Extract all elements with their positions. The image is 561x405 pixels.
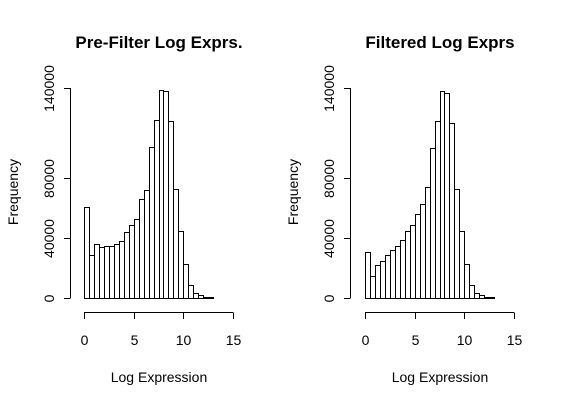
histogram-bar [188, 285, 194, 299]
histogram-bar [163, 91, 169, 299]
bars [365, 91, 495, 299]
x-tick-label: 15 [507, 332, 523, 348]
histogram-bar [154, 120, 160, 299]
histogram-bar [469, 285, 475, 299]
histogram-bar [400, 240, 406, 299]
histogram-bar [375, 265, 381, 299]
histogram-bar [119, 241, 125, 299]
x-tick-label: 10 [457, 332, 473, 348]
chart-title: Filtered Log Exprs [365, 33, 514, 52]
x-tick-label: 0 [362, 332, 370, 348]
y-tick-label: 80000 [41, 159, 57, 198]
y-tick-label: 140000 [321, 65, 337, 112]
histogram-bar [89, 255, 95, 299]
histogram-bar [203, 297, 209, 299]
x-axis-label: Log Expression [111, 369, 208, 385]
histogram-bar [99, 247, 105, 299]
y-tick-label: 40000 [321, 219, 337, 258]
histogram-bar [134, 219, 140, 299]
histogram-bar [454, 189, 460, 299]
histogram-pre-filter: Pre-Filter Log Exprs. Log Expression Fre… [5, 33, 243, 385]
y-axis-label: Frequency [5, 159, 21, 225]
axes: 0 5 10 15 0 40000 80000 140000 [41, 65, 241, 348]
histogram-bar [124, 232, 130, 299]
y-tick-label: 0 [321, 294, 337, 302]
histogram-bar [390, 250, 396, 299]
histogram-bar [415, 214, 421, 299]
histogram-bar [129, 225, 135, 299]
x-tick-label: 10 [176, 332, 192, 348]
histogram-bar [474, 293, 480, 299]
histogram-bar [193, 293, 199, 299]
histogram-bar [84, 207, 90, 299]
histogram-bar [405, 231, 411, 299]
histogram-bar [385, 255, 391, 299]
histogram-bar [144, 190, 150, 299]
histogram-bar [173, 189, 179, 299]
x-axis-label: Log Expression [392, 369, 489, 385]
histogram-bar [183, 264, 189, 299]
y-axis-label: Frequency [285, 159, 301, 225]
chart-title: Pre-Filter Log Exprs. [75, 33, 242, 52]
histogram-bar [370, 276, 376, 299]
histogram-bar [435, 121, 441, 299]
histogram-filtered: Filtered Log Exprs Log Expression Freque… [285, 33, 522, 385]
histogram-bar [149, 147, 155, 299]
histogram-bar [168, 121, 174, 299]
histogram-bar [178, 231, 184, 299]
histogram-bar [464, 264, 470, 299]
histogram-bar [94, 244, 100, 299]
histogram-bar [479, 295, 485, 299]
histogram-bar [159, 90, 164, 299]
histogram-bar [489, 297, 495, 299]
histogram-bar [459, 231, 465, 299]
histogram-bar [104, 246, 110, 299]
x-tick-label: 5 [131, 332, 139, 348]
histogram-bar [114, 244, 120, 299]
y-tick-label: 40000 [41, 219, 57, 258]
y-tick-label: 80000 [321, 159, 337, 198]
histogram-bar [440, 91, 445, 299]
histogram-bar [109, 246, 115, 299]
histogram-bar [208, 297, 214, 299]
bars [84, 90, 214, 299]
histogram-bar [198, 295, 204, 299]
histogram-bar [380, 261, 386, 299]
histogram-bar [139, 199, 145, 299]
histogram-bar [449, 123, 455, 299]
x-tick-label: 0 [81, 332, 89, 348]
y-tick-label: 0 [41, 294, 57, 302]
histogram-bar [425, 187, 431, 299]
histogram-bar [365, 252, 371, 299]
histogram-bar [430, 148, 436, 299]
x-tick-label: 15 [226, 332, 242, 348]
histogram-bar [420, 204, 426, 299]
y-tick-label: 140000 [41, 65, 57, 112]
histogram-bar [395, 246, 401, 299]
histogram-bar [444, 93, 450, 299]
histogram-bar [410, 225, 416, 299]
histogram-bar [484, 297, 490, 299]
axes: 0 5 10 15 0 40000 80000 140000 [321, 65, 522, 348]
x-tick-label: 5 [412, 332, 420, 348]
